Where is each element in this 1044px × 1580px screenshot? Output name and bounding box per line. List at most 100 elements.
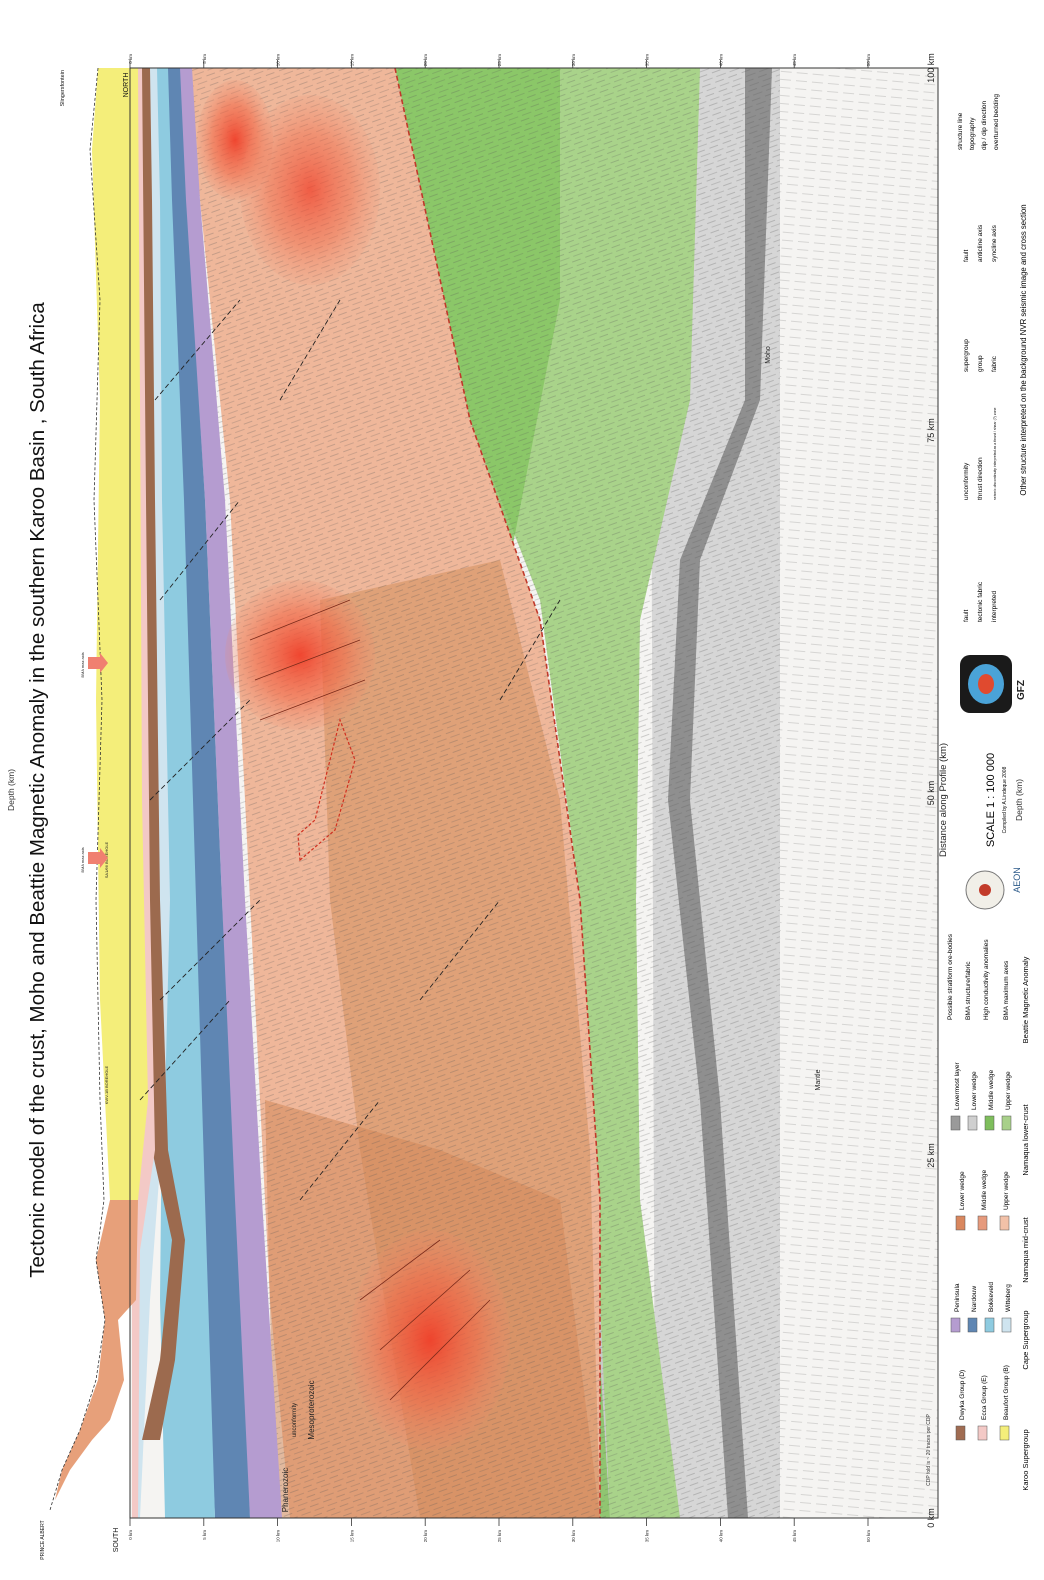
legend-karoo-3: Dwyka Group (D) <box>959 1370 966 1420</box>
label-north: NORTH <box>123 73 130 98</box>
label-slingersfontein: Slingersfontein <box>60 70 66 106</box>
bma-axis-arrow-2 <box>88 653 108 673</box>
thrust-faults <box>139 299 561 1201</box>
depth-tick-label-bottom: 15 km <box>349 1530 354 1543</box>
legend-swatch <box>977 1215 988 1231</box>
legend-swatch <box>984 1115 995 1131</box>
legend-cape-title: Cape Supergroup <box>1021 1310 1030 1369</box>
legend-swatch <box>984 1317 995 1333</box>
legend-swatches <box>950 1115 1012 1441</box>
bma-fabric-lines <box>249 599 491 1401</box>
structure-overturned: overturned bedding <box>993 94 1000 150</box>
figure-title: Tectonic model of the crust, Moho and Be… <box>26 302 49 1278</box>
label-unconformity: unconformity <box>292 1403 298 1437</box>
conductivity-anomaly-4 <box>350 1230 510 1450</box>
legend-namaqua-lower-4: Lowermost layer <box>954 1061 961 1110</box>
label-phanerozoic: Phanerozoic <box>281 1468 290 1512</box>
legend-namaqua-lower-title: Namaqua lower-crust <box>1021 1103 1030 1175</box>
depth-tick-label-bottom: 25 km <box>497 1530 502 1543</box>
structure-seismic-discontinuity: seismic discontinuity interpreted as a t… <box>993 408 997 500</box>
label-mantle: Mantle <box>815 1069 822 1090</box>
distance-axis-title: Distance along Profile (km) <box>938 743 949 857</box>
legend-namaqua-mid-title: Namaqua mid-crust <box>1021 1216 1030 1282</box>
structure-anticline: anticline axis <box>977 224 984 262</box>
depth-tick-label-bottom: 5 km <box>202 1530 207 1540</box>
distance-tick-label: 75 km <box>926 418 936 443</box>
stratiform-ore-body <box>297 717 356 862</box>
legend-footnote: Other structure interpreted on the backg… <box>1019 204 1028 495</box>
structure-interpreted: interpreted <box>991 591 998 622</box>
peninsula-layer <box>178 68 282 1518</box>
label-moho: Moho <box>765 346 772 364</box>
compiled-by: Compiled by A.Lindeque 2008 <box>1002 766 1008 833</box>
legend-bma-2: High conductivity anomalies <box>983 939 990 1020</box>
depth-tick-label-top: 15 km <box>349 54 354 67</box>
legend-karoo-1: Beaufort Group (B) <box>1003 1365 1010 1420</box>
legend-karoo-title: Karoo Supergroup <box>1021 1429 1030 1490</box>
legend-namaqua-mid-3: Lower wedge <box>959 1171 966 1210</box>
depth-tick-label-top: 5 km <box>202 54 207 64</box>
depth-tick-label-top: 0 km <box>128 54 133 64</box>
bma-axis-arrow-1 <box>88 848 108 868</box>
legend-swatch <box>1001 1115 1012 1131</box>
gfz-logo: GFZ <box>1016 680 1027 700</box>
depth-tick-label-bottom: 0 km <box>128 1530 133 1540</box>
depth-axis-title-top: Depth (km) <box>6 769 16 811</box>
legend-namaqua-mid-1: Upper wedge <box>1003 1171 1010 1210</box>
legend-cape-2: Bokkeveld <box>988 1282 995 1312</box>
label-bma-axis-2: BMA max axis <box>80 652 85 677</box>
label-mesoproterozoic: Mesoproterozoic <box>307 1380 316 1439</box>
legend-swatch <box>950 1317 961 1333</box>
legend-cape-3: Nardouw <box>971 1286 978 1312</box>
legend-namaqua-mid-2: Middle wedge <box>981 1170 988 1210</box>
depth-tick-label-bottom: 30 km <box>571 1530 576 1543</box>
depth-tick-label-top: 50 km <box>866 54 871 67</box>
bokkeveld-layer <box>155 68 215 1518</box>
beaufort-layer <box>92 68 148 1200</box>
legend-namaqua-lower-1: Upper wedge <box>1005 1071 1012 1110</box>
legend-bma-3: BMA structure/fabric <box>965 961 972 1020</box>
nardouw-layer <box>166 68 250 1518</box>
section-body <box>49 67 939 1519</box>
legend-swatch <box>967 1317 978 1333</box>
legend-cape-4: Peninsula <box>954 1283 961 1312</box>
conductivity-anomaly-2 <box>240 95 380 285</box>
depth-tick-label-bottom: 35 km <box>645 1530 650 1543</box>
legend-namaqua-lower-2: Middle wedge <box>988 1070 995 1110</box>
depth-axis-title-bottom: Depth (km) <box>1014 779 1024 821</box>
depth-tick-label-bottom: 40 km <box>718 1530 723 1543</box>
structure-unconformity: unconformity <box>963 462 970 500</box>
depth-tick-label-bottom: 10 km <box>276 1530 281 1543</box>
globe-logo-inner-icon <box>979 884 991 896</box>
label-south: SOUTH <box>113 1528 120 1553</box>
legend-swatch <box>955 1215 966 1231</box>
legend-swatch <box>1001 1317 1012 1333</box>
structure-group: group <box>977 355 984 372</box>
legend-swatch <box>955 1425 966 1441</box>
legend-cape-1: Witteberg <box>1005 1284 1012 1312</box>
legend: Karoo Supergroup Beaufort Group (B) Ecca… <box>947 94 1030 1491</box>
legend-karoo-2: Ecca Group (E) <box>981 1375 988 1420</box>
structure-thrust-direction: thrust direction <box>977 457 984 500</box>
legend-swatch <box>999 1425 1010 1441</box>
legend-bma-1: BMA maximum axes <box>1003 960 1010 1020</box>
depth-tick-label-top: 30 km <box>571 54 576 67</box>
structure-topography: topography <box>969 117 976 150</box>
depth-tick-label-bottom: 20 km <box>423 1530 428 1543</box>
cdp-note: CDP fold is ~ 20 traces per CDP <box>926 1413 932 1485</box>
structure-fabric: fabric <box>991 355 998 372</box>
legend-swatch <box>977 1425 988 1441</box>
legend-swatch <box>999 1215 1010 1231</box>
topography-line <box>49 67 106 1511</box>
conductivity-anomaly-3 <box>225 580 375 730</box>
structure-line: structure line <box>957 112 964 150</box>
depth-tick-label-top: 10 km <box>276 54 281 67</box>
distance-axis: 0 km 25 km 50 km 75 km 100 km <box>926 53 936 1528</box>
depth-axis-top: 0 km 5 km 10 km 15 km 20 km 25 km 30 km 35 km 40… <box>128 54 871 68</box>
structure-supergroup: supergroup <box>963 339 970 372</box>
section-frame <box>129 67 939 1519</box>
scale-text: SCALE 1 : 100 000 <box>985 753 997 847</box>
structure-tectonic-fabric: tectonic fabric <box>977 581 984 622</box>
